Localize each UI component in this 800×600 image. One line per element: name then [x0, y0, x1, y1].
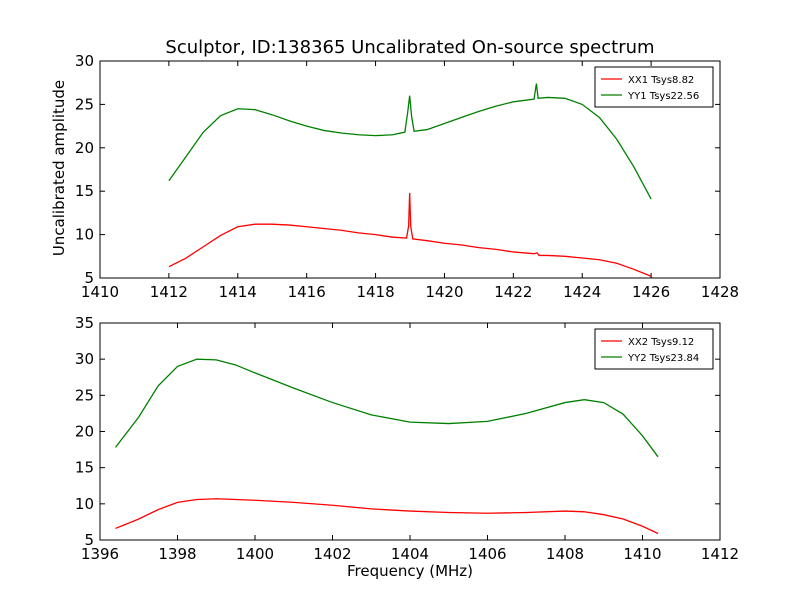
x-tick-label: 1428 [701, 283, 739, 301]
x-tick-label: 1412 [701, 545, 739, 563]
y-axis-label: Uncalibrated amplitude [50, 80, 68, 256]
y-tick-label: 35 [75, 314, 94, 332]
chart-title: Sculptor, ID:138365 Uncalibrated On-sour… [165, 37, 654, 58]
x-tick-label: 1408 [546, 545, 584, 563]
x-tick-label: 1410 [623, 545, 661, 563]
y-tick-label: 25 [75, 386, 94, 404]
bottom-panel: 1396 1398 1400 1402 1404 1406 1408 1410 1412 5 10 1… [75, 314, 739, 563]
y-tick-label: 5 [84, 269, 94, 287]
x-tick-label: 1424 [563, 283, 601, 301]
y-tick-label: 30 [75, 52, 94, 70]
x-tick-label: 1406 [468, 545, 506, 563]
y-tick-label: 10 [75, 495, 94, 513]
legend-label: YY2 Tsys23.84 [627, 353, 699, 364]
x-tick-label: 1400 [236, 545, 274, 563]
y-tick-label: 15 [75, 182, 94, 200]
x-tick-label: 1416 [288, 283, 326, 301]
legend-label: YY1 Tsys22.56 [627, 91, 699, 102]
axes-frame [99, 60, 721, 279]
y-tick-label: 5 [84, 531, 94, 549]
series-line-1-2 [168, 83, 652, 200]
legend-box [594, 328, 714, 370]
legend-label: XX1 Tsys8.82 [628, 75, 694, 86]
y-tick-label: 10 [75, 226, 94, 244]
legend: XX1 Tsys8.82 YY1 Tsys22.56 [594, 66, 714, 108]
x-tick-label: 1404 [391, 545, 429, 563]
legend: XX2 Tsys9.12 YY2 Tsys23.84 [594, 328, 714, 370]
x-tick-label: 1414 [219, 283, 257, 301]
y-tick-label: 20 [75, 423, 94, 441]
x-tick-label: 1418 [356, 283, 394, 301]
y-tick-label: 25 [75, 95, 94, 113]
series-line-2-2 [114, 358, 659, 458]
y-tick-label: 30 [75, 350, 94, 368]
y-tick-label: 15 [75, 459, 94, 477]
series-line-1-1 [168, 192, 652, 277]
x-tick-label: 1426 [632, 283, 670, 301]
series-line-2-1 [115, 498, 659, 535]
top-panel: 1410 1412 1414 1416 1418 1420 1422 1424 1426 1428… [75, 52, 739, 301]
x-tick-label: 1422 [494, 283, 532, 301]
x-tick-label: 1420 [425, 283, 463, 301]
legend-label: XX2 Tsys9.12 [628, 337, 694, 348]
x-tick-label: 1396 [81, 545, 119, 563]
x-tick-label: 1412 [150, 283, 188, 301]
legend-box [594, 66, 714, 108]
y-tick-label: 20 [75, 139, 94, 157]
x-tick-label: 1410 [81, 283, 119, 301]
x-tick-label: 1398 [158, 545, 196, 563]
x-tick-label: 1402 [313, 545, 351, 563]
x-axis-label: Frequency (MHz) [347, 562, 473, 580]
